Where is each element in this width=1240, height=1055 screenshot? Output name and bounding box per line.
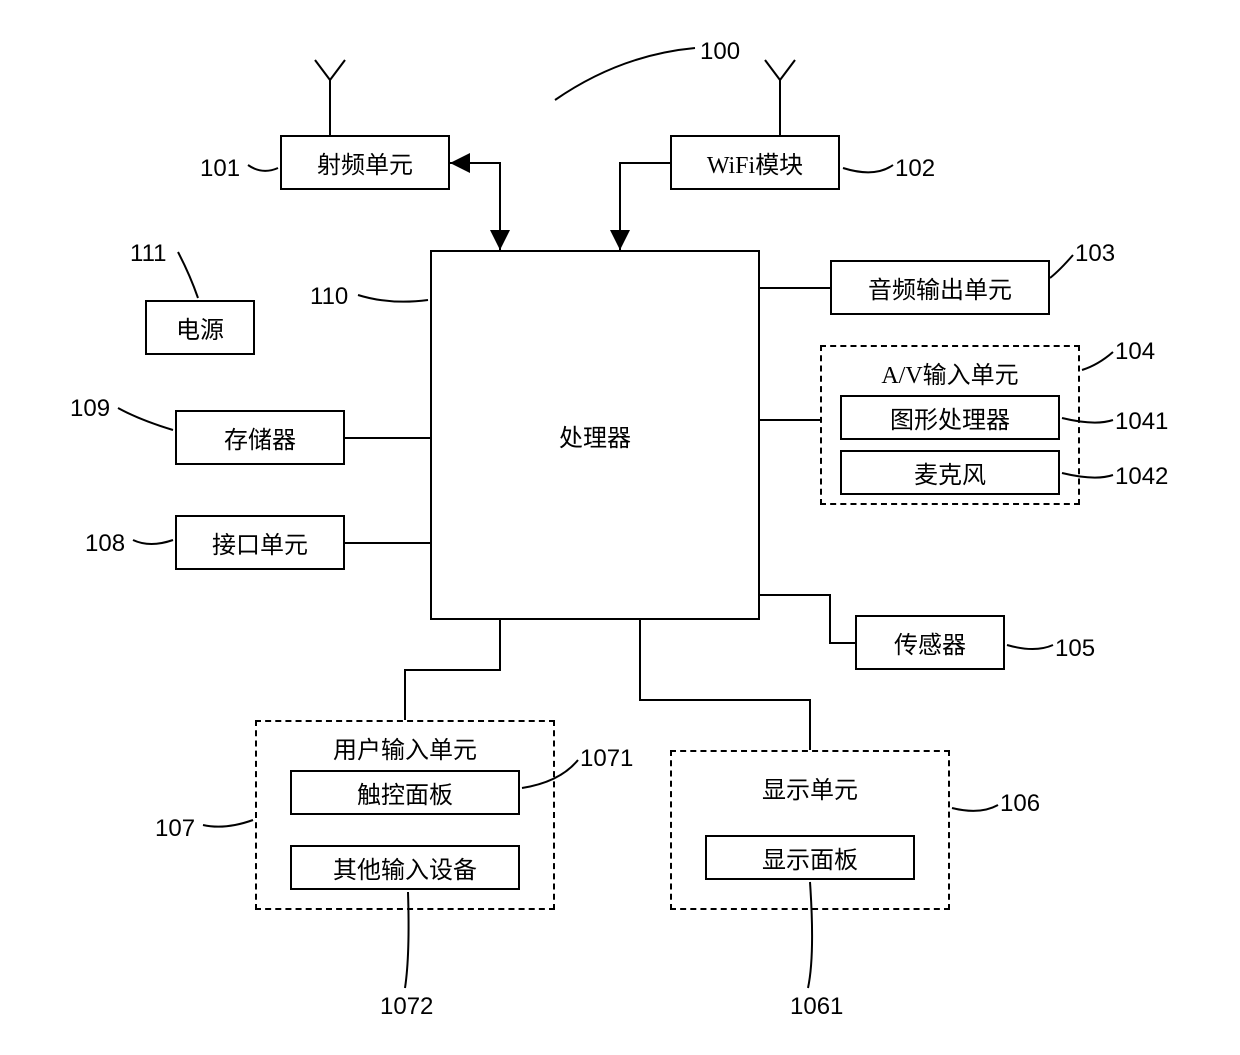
memory-block: 存储器 [175, 410, 345, 465]
power-block: 电源 [145, 300, 255, 355]
conn-wifi-proc [620, 163, 670, 250]
ref-label-109: 109 [70, 395, 110, 423]
conn-proc-userinput [405, 620, 500, 720]
leader-109 [118, 408, 173, 430]
processor-label: 处理器 [559, 418, 631, 453]
ref-label-103: 103 [1075, 240, 1115, 268]
ref-label-102: 102 [895, 155, 935, 183]
ref-label-106: 106 [1000, 790, 1040, 818]
mic-block: 麦克风 [840, 450, 1060, 495]
ref-label-1042: 1042 [1115, 463, 1168, 491]
touch-block: 触控面板 [290, 770, 520, 815]
leader-107 [203, 820, 253, 827]
sensor-label: 传感器 [894, 625, 966, 660]
ref-label-111: 111 [130, 240, 166, 268]
conn-rf-proc [450, 163, 500, 250]
ref-label-101: 101 [200, 155, 240, 183]
ref-label-100: 100 [700, 38, 740, 66]
other-input-label: 其他输入设备 [333, 850, 477, 885]
processor-block: 处理器 [430, 250, 760, 620]
power-label: 电源 [176, 310, 224, 345]
conn-proc-display [640, 620, 810, 750]
leader-105 [1007, 645, 1053, 649]
gpu-block: 图形处理器 [840, 395, 1060, 440]
ref-label-1071: 1071 [580, 745, 633, 773]
leader-101 [248, 165, 278, 171]
ref-label-105: 105 [1055, 635, 1095, 663]
audio-out-block: 音频输出单元 [830, 260, 1050, 315]
wifi-block: WiFi模块 [670, 135, 840, 190]
display-title: 显示单元 [672, 770, 948, 805]
memory-label: 存储器 [224, 420, 296, 455]
interface-label: 接口单元 [212, 525, 308, 560]
ref-label-110: 110 [310, 283, 348, 311]
leader-103 [1050, 255, 1073, 278]
leader-111 [178, 252, 198, 298]
leader-110 [358, 295, 428, 302]
antenna-rf-icon [315, 60, 345, 135]
gpu-label: 图形处理器 [890, 400, 1010, 435]
panel-block: 显示面板 [705, 835, 915, 880]
antenna-wifi-icon [765, 60, 795, 135]
mic-label: 麦克风 [914, 455, 986, 490]
leader-108 [133, 540, 173, 544]
ref-label-107: 107 [155, 815, 195, 843]
audio-out-label: 音频输出单元 [868, 270, 1012, 305]
display-group: 显示单元 [670, 750, 950, 910]
av-input-title: A/V输入单元 [822, 355, 1078, 390]
wifi-label: WiFi模块 [707, 145, 803, 180]
leader-106 [952, 805, 998, 811]
ref-label-1072: 1072 [380, 993, 433, 1021]
ref-label-1041: 1041 [1115, 408, 1168, 436]
user-input-title: 用户输入单元 [257, 730, 553, 765]
panel-label: 显示面板 [762, 840, 858, 875]
leader-104 [1082, 352, 1113, 370]
sensor-block: 传感器 [855, 615, 1005, 670]
touch-label: 触控面板 [357, 775, 453, 810]
ref-label-108: 108 [85, 530, 125, 558]
interface-block: 接口单元 [175, 515, 345, 570]
ref-label-104: 104 [1115, 338, 1155, 366]
leader-100 [555, 48, 695, 100]
ref-label-1061: 1061 [790, 993, 843, 1021]
rf-unit-block: 射频单元 [280, 135, 450, 190]
leader-102 [843, 165, 893, 172]
other-input-block: 其他输入设备 [290, 845, 520, 890]
rf-unit-label: 射频单元 [317, 145, 413, 180]
conn-proc-sensor [760, 595, 855, 643]
